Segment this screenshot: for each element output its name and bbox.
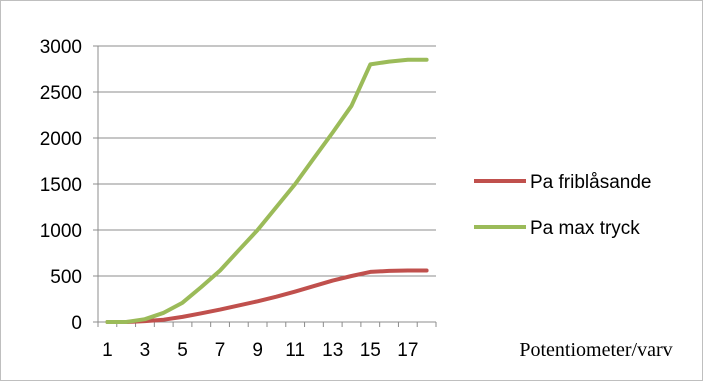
series-lines [105, 57, 429, 324]
x-tick-labels: 1 3 5 7 9 11 13 15 17 [102, 340, 418, 361]
legend-label-1: Pa friblåsande [530, 172, 651, 193]
x-tick-label: 9 [252, 340, 263, 361]
x-tick-label: 7 [215, 340, 226, 361]
y-tick-label: 1500 [40, 175, 82, 196]
grid-lines [98, 45, 436, 277]
series-line-2 [105, 57, 429, 324]
x-tick-label: 11 [285, 340, 305, 361]
y-tick-label: 500 [50, 267, 82, 288]
legend: Pa friblåsande Pa max tryck [474, 172, 651, 239]
y-tick-label: 0 [71, 313, 82, 334]
x-tick-label: 13 [322, 340, 343, 361]
x-axis-title: Potentiometer/varv [519, 339, 672, 361]
y-tick-label: 1000 [40, 221, 82, 242]
axes [93, 45, 437, 327]
legend-label-2: Pa max tryck [530, 218, 640, 239]
x-tick-label: 15 [360, 340, 381, 361]
x-tick-label: 5 [177, 340, 188, 361]
y-tick-label: 3000 [40, 37, 82, 58]
y-tick-label: 2500 [40, 83, 82, 104]
x-tick-label: 17 [397, 340, 418, 361]
x-tick-label: 1 [102, 340, 113, 361]
series-line-1 [105, 268, 429, 324]
x-tick-label: 3 [140, 340, 151, 361]
y-tick-label: 2000 [40, 129, 82, 150]
y-tick-labels: 0 500 1000 1500 2000 2500 3000 [40, 37, 82, 334]
